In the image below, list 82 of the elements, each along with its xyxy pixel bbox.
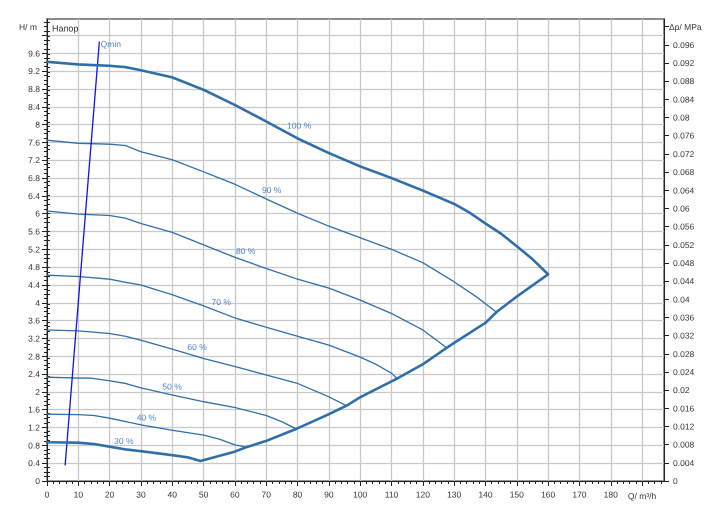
x-tick-label: 180 bbox=[604, 490, 618, 500]
y2-tick-label: 0.028 bbox=[673, 348, 695, 359]
text: Напор bbox=[52, 24, 78, 34]
annotation: 100 % bbox=[287, 120, 312, 131]
y2-tick-label: 0.012 bbox=[673, 421, 695, 432]
y-tick-label: 5.6 bbox=[28, 226, 40, 237]
y2-tick-label: 0.06 bbox=[673, 203, 690, 214]
y2-tick-label: 0.048 bbox=[673, 258, 695, 268]
y-tick-label: 3.2 bbox=[28, 333, 40, 344]
x-tick-label: 100 bbox=[353, 490, 368, 500]
y-tick-label: 7.2 bbox=[28, 155, 40, 166]
x-tick-label: 10 bbox=[74, 490, 84, 500]
y-tick-label: 2.8 bbox=[28, 351, 40, 362]
annotation: 90 % bbox=[262, 184, 282, 195]
y-tick-label: 9.2 bbox=[28, 66, 40, 76]
y-tick-label: 9.6 bbox=[28, 48, 40, 58]
y-tick-label: 7.6 bbox=[28, 137, 40, 148]
x-tick-label: 170 bbox=[572, 490, 587, 500]
y-tick-label: 4.8 bbox=[28, 262, 40, 272]
y2-tick-label: 0.004 bbox=[673, 458, 695, 468]
y-tick-label: 4.4 bbox=[28, 280, 40, 290]
y2-tick-label: 0.016 bbox=[673, 403, 695, 414]
x-tick-label: 110 bbox=[384, 490, 399, 500]
y2-tick-label: 0 bbox=[673, 476, 678, 486]
annotation: 70 % bbox=[212, 297, 232, 308]
y2-tick-label: 0.056 bbox=[673, 222, 695, 232]
y-tick-label: 0.4 bbox=[28, 458, 40, 468]
y2-tick-label: 0.072 bbox=[673, 148, 695, 159]
x-tick-label: 160 bbox=[541, 490, 556, 500]
x-tick-label: 140 bbox=[478, 490, 493, 500]
y2-tick-label: 0.068 bbox=[673, 167, 695, 178]
y-tick-label: 2 bbox=[35, 386, 40, 397]
y-tick-label: 6 bbox=[35, 208, 40, 219]
y2-tick-label: 0.04 bbox=[673, 294, 690, 304]
annotation: 50 % bbox=[162, 381, 182, 392]
y-tick-label: 0 bbox=[35, 476, 40, 486]
y2-tick-label: 0.064 bbox=[673, 185, 695, 196]
x-tick-label: 30 bbox=[136, 490, 146, 500]
x-tick-label: 150 bbox=[510, 490, 524, 500]
annotation: 60 % bbox=[187, 342, 208, 352]
y2-tick-label: 0.008 bbox=[673, 440, 695, 450]
y2-tick-label: 0.096 bbox=[673, 40, 695, 50]
y-tick-label: 8.4 bbox=[28, 102, 40, 112]
x-tick-label: 0 bbox=[44, 490, 50, 500]
x-tick-label: 90 bbox=[324, 490, 334, 500]
x-tick-label: 70 bbox=[262, 490, 272, 500]
y2-tick-label: 0.02 bbox=[673, 385, 690, 396]
y2-tick-label: 0.036 bbox=[673, 312, 695, 322]
y2-tick-label: 0.076 bbox=[673, 130, 695, 141]
x-tick-label: 80 bbox=[292, 490, 303, 500]
annotation: Qmin bbox=[100, 39, 122, 50]
x-axis-title: Q/ m³/h bbox=[628, 491, 657, 501]
y-tick-label: 8.8 bbox=[28, 84, 40, 94]
x-tick-label: 60 bbox=[230, 490, 240, 500]
y2-tick-label: 0.092 bbox=[673, 58, 695, 68]
y-tick-label: 3.6 bbox=[28, 316, 40, 326]
y-tick-label: 5.2 bbox=[28, 244, 40, 254]
annotation: 40 % bbox=[136, 412, 157, 423]
x-tick-label: 130 bbox=[447, 490, 462, 500]
x-tick-label: 50 bbox=[198, 490, 209, 500]
x-tick-label: 20 bbox=[104, 490, 115, 500]
y2-tick-label: 0.032 bbox=[673, 330, 695, 341]
y2-tick-label: 0.08 bbox=[673, 112, 690, 123]
x-tick-label: 120 bbox=[416, 490, 430, 500]
annotation: 30 % bbox=[114, 436, 134, 446]
y-tick-label: 1.2 bbox=[28, 422, 40, 433]
y-tick-label: 0.8 bbox=[28, 440, 40, 450]
y-tick-label: 1.6 bbox=[28, 404, 40, 415]
y-axis-title: H/ m bbox=[19, 22, 37, 32]
annotation: 80 % bbox=[236, 246, 256, 256]
y2-tick-label: 0.044 bbox=[673, 276, 695, 286]
y2-tick-label: 0.024 bbox=[673, 366, 695, 377]
y-tick-label: 4 bbox=[35, 298, 40, 308]
y2-tick-label: 0.084 bbox=[673, 94, 695, 104]
y2-tick-label: 0.052 bbox=[673, 240, 695, 250]
y2-axis-title: Δp/ MPa bbox=[669, 22, 702, 32]
y-tick-label: 2.4 bbox=[28, 369, 40, 380]
y-tick-label: 8 bbox=[35, 120, 40, 130]
x-tick-label: 40 bbox=[168, 490, 178, 500]
y-tick-label: 6.4 bbox=[28, 190, 40, 201]
y-tick-label: 6.8 bbox=[28, 173, 40, 184]
y2-tick-label: 0.088 bbox=[673, 76, 695, 86]
